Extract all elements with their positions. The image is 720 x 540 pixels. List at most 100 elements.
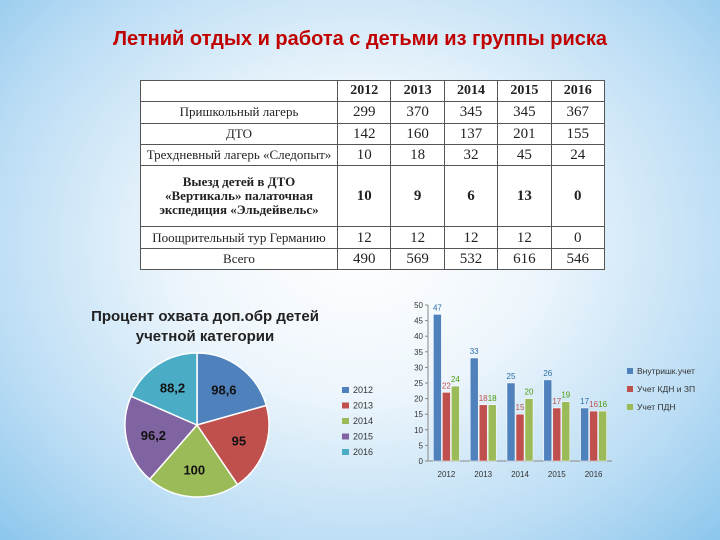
y-tick-label: 30	[414, 363, 423, 372]
bar-value-label: 26	[543, 369, 552, 378]
bar	[442, 392, 451, 462]
bar-value-label: 17	[552, 397, 561, 406]
row-label: Трехдневный лагерь «Следопыт»	[140, 143, 338, 167]
y-tick-label: 35	[414, 348, 423, 357]
pie-chart-title-line: Процент охвата доп.обр детей	[91, 308, 319, 325]
y-tick-label: 15	[414, 410, 423, 419]
row-label: Пришкольный лагерь	[140, 101, 338, 124]
table-cell: 10	[336, 165, 392, 228]
bar	[469, 357, 479, 462]
bar-legend-label: Внутришк.учет	[637, 366, 695, 376]
bar-value-label: 47	[433, 303, 442, 312]
x-tick-label: 2014	[511, 470, 529, 479]
pie-legend-swatch	[342, 402, 349, 409]
page-title: Летний отдых и работа с детьми из группы…	[112, 28, 608, 50]
bar	[524, 398, 534, 462]
bar	[589, 410, 598, 462]
table-cell: 18	[390, 143, 445, 167]
bar	[598, 410, 607, 462]
bar	[515, 413, 525, 462]
bar-value-label: 25	[507, 372, 516, 381]
bar	[580, 407, 589, 462]
bar-legend-swatch	[627, 404, 633, 410]
pie-slice-label: 98,6	[211, 382, 236, 397]
table-cell: 569	[390, 247, 445, 271]
pie-slice-label: 88,2	[160, 381, 185, 396]
pie-slice-label: 95	[232, 433, 246, 448]
table-row: Поощрительный тур Германию 12 12 12 12 0	[140, 226, 606, 249]
bar	[543, 379, 553, 462]
pie-chart: 98,6 95 100 96,2 88,2	[124, 352, 270, 498]
bar	[487, 404, 497, 462]
bar-value-label: 22	[442, 381, 451, 390]
pie-chart-title-line: учетной категории	[136, 328, 275, 345]
y-tick-label: 50	[414, 301, 423, 310]
table-header-row: 2012 2013 2014 2015 2016	[140, 79, 606, 103]
table-cell: 12	[390, 226, 445, 249]
table-row: Выезд детей в ДТО «Вертикаль» палаточная…	[140, 165, 606, 228]
pie-legend-swatch	[342, 387, 349, 393]
row-label: Поощрительный тур Германию	[140, 226, 338, 249]
bar-legend-label: Учет КДН и ЗП	[637, 384, 695, 394]
pie-slice-2015	[124, 395, 199, 481]
pie-legend-label: 2016	[353, 447, 373, 457]
pie-slice-2014	[148, 423, 239, 498]
row-label: Выезд детей в ДТО «Вертикаль» палаточная…	[140, 165, 338, 228]
table-cell: 0	[550, 165, 606, 228]
table-cell: 10	[336, 143, 392, 167]
y-tick-label: 20	[414, 395, 423, 404]
table-cell: 201	[497, 122, 552, 145]
table-header-cell: 2015	[497, 79, 552, 103]
pie-legend-label: 2012	[353, 385, 373, 395]
y-tick-label: 40	[414, 332, 423, 341]
pie-slice-2012	[196, 352, 268, 426]
pie-legend-swatch	[342, 418, 349, 424]
y-tick-label: 5	[419, 441, 424, 450]
bar	[561, 401, 571, 462]
pie-slice-2016	[130, 352, 198, 427]
bar	[506, 382, 516, 462]
summer-stats-table: 2012 2013 2014 2015 2016 Пришкольный лаг…	[140, 79, 606, 271]
pie-legend-label: 2013	[353, 401, 373, 411]
bar	[451, 385, 460, 462]
bar	[552, 407, 562, 462]
pie-chart-legend: 2012 2013 2014 2015 2016	[342, 385, 373, 457]
pie-slice-2013	[195, 404, 270, 486]
y-tick-label: 10	[414, 426, 423, 435]
bar	[478, 404, 488, 462]
table-cell: 6	[443, 165, 499, 228]
table-cell: 367	[550, 101, 606, 124]
bar	[433, 314, 442, 462]
bar-legend-swatch	[627, 386, 633, 392]
table-cell: 9	[390, 165, 445, 228]
pie-legend-swatch	[342, 449, 349, 455]
pie-slice-label: 100	[183, 463, 205, 478]
bar-value-label: 18	[479, 394, 488, 403]
bar-legend-label: Учет ПДН	[637, 402, 676, 412]
pie-legend-label: 2015	[353, 432, 373, 442]
table-cell: 616	[497, 247, 552, 271]
table-cell: 24	[550, 143, 606, 167]
bar-value-label: 24	[451, 375, 460, 384]
bar-value-label: 17	[580, 397, 589, 406]
table-row: Трехдневный лагерь «Следопыт» 10 18 32 4…	[140, 143, 606, 167]
y-tick-label: 0	[419, 457, 424, 466]
bar-value-label: 33	[470, 347, 479, 356]
bar-legend-swatch	[627, 368, 633, 374]
table-cell: 546	[550, 247, 606, 271]
x-tick-label: 2016	[585, 470, 603, 479]
table-row: Всего 490 569 532 616 546	[140, 247, 606, 271]
bar-value-label: 16	[598, 400, 607, 409]
bar-value-label: 16	[589, 400, 598, 409]
x-tick-label: 2015	[548, 470, 566, 479]
table-row: ДТО 142 160 137 201 155	[140, 122, 606, 145]
table-cell: 45	[497, 143, 552, 167]
table-cell: 32	[443, 143, 499, 167]
bar-chart-legend: Внутришк.учет Учет КДН и ЗП Учет ПДН	[627, 366, 695, 412]
y-tick-label: 25	[414, 379, 423, 388]
bar-value-label: 15	[516, 403, 525, 412]
bar-value-label: 18	[488, 394, 497, 403]
table-cell: 160	[390, 122, 445, 145]
